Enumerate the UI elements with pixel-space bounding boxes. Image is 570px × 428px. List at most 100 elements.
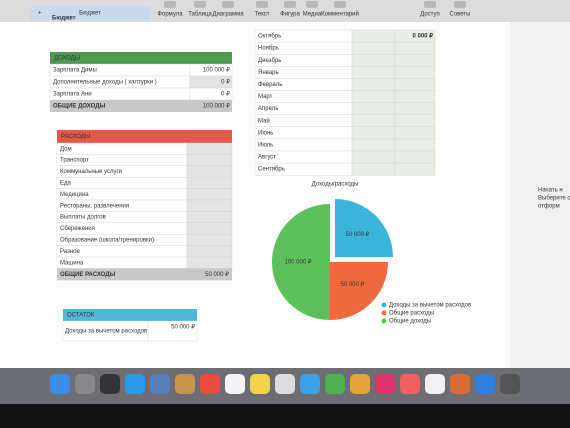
toolbar-button[interactable] <box>194 1 206 8</box>
expenses-total-label: ОБЩИЕ РАСХОДЫ <box>60 272 116 278</box>
balance-value: 50 000 ₽ <box>171 324 195 331</box>
legend-swatch <box>381 310 387 316</box>
toolbar-button[interactable] <box>424 1 436 8</box>
toolbar-label[interactable]: Формула <box>157 12 183 18</box>
cell <box>394 138 436 152</box>
cell <box>186 142 233 155</box>
cell <box>394 54 436 67</box>
toolbar-button[interactable] <box>164 1 176 8</box>
cell <box>186 176 233 189</box>
add-sheet[interactable]: + <box>38 11 42 17</box>
income-total <box>50 100 232 112</box>
cell <box>351 126 396 140</box>
income-label: Зарплата Димы <box>53 68 97 74</box>
toolbar-button[interactable] <box>284 1 296 8</box>
dock-icon[interactable] <box>475 374 495 394</box>
toolbar-label[interactable]: Доступ <box>420 12 440 18</box>
toolbar-button[interactable] <box>334 1 346 8</box>
tab-bg[interactable] <box>30 6 150 20</box>
month-value: 0 000 ₽ <box>413 33 434 40</box>
cell <box>351 162 396 176</box>
toolbar-label[interactable]: Таблица <box>188 12 212 18</box>
dock-icon[interactable] <box>200 374 220 394</box>
sidebar-text: Выберите объ <box>538 196 570 202</box>
toolbar-button[interactable] <box>256 1 268 8</box>
expenses-header <box>57 130 232 143</box>
toolbar-label[interactable]: Текст <box>254 12 269 18</box>
toolbar-label[interactable]: Диаграмма <box>212 12 244 18</box>
pie-slice <box>334 199 393 258</box>
month-label: Октябрь <box>258 34 281 40</box>
toolbar-button[interactable] <box>454 1 466 8</box>
legend-swatch <box>381 302 387 308</box>
cell <box>56 176 188 189</box>
income-header-label: ДОХОДЫ <box>54 56 80 62</box>
expenses-total <box>57 268 232 281</box>
dock-icon[interactable] <box>150 374 170 394</box>
expense-label: Дом <box>60 146 72 152</box>
expense-label: Машина <box>60 260 84 266</box>
dock-icon[interactable] <box>50 374 70 394</box>
dock-icon[interactable] <box>300 374 320 394</box>
dock-icon[interactable] <box>225 374 245 394</box>
dock-icon[interactable] <box>250 374 270 394</box>
cell <box>186 165 233 178</box>
expenses-total-value: 50 000 ₽ <box>205 271 229 278</box>
dock-icon[interactable] <box>375 374 395 394</box>
income-total-value: 100 000 ₽ <box>203 103 230 110</box>
month-label: Сентябрь <box>258 167 285 173</box>
dock-icon[interactable] <box>75 374 95 394</box>
cell <box>186 245 233 258</box>
month-label: Июль <box>258 143 273 149</box>
expense-label: Выплаты долгов <box>60 215 106 221</box>
cell <box>394 126 436 140</box>
income-header <box>50 52 232 64</box>
cell <box>351 90 396 103</box>
toolbar-label[interactable]: Советы <box>450 12 471 18</box>
dock-icon[interactable] <box>175 374 195 394</box>
dock-icon[interactable] <box>275 374 295 394</box>
cell <box>186 211 233 223</box>
sidebar-text: Начать н <box>538 188 563 194</box>
cell <box>56 142 188 155</box>
cell <box>186 256 233 269</box>
dock-icon[interactable] <box>125 374 145 394</box>
dock-icon[interactable] <box>100 374 120 394</box>
pie-label: 50 000 ₽ <box>346 231 370 238</box>
toolbar-label[interactable]: Фигура <box>280 12 300 18</box>
expense-label: Сбережения <box>60 226 95 232</box>
toolbar-label[interactable]: Комментарий <box>321 11 359 18</box>
income-value: 100 000 ₽ <box>203 67 230 74</box>
toolbar-button[interactable] <box>222 1 234 8</box>
legend-label: Общие расходы <box>389 311 434 317</box>
chart-title: Доходы/расходы <box>312 182 359 188</box>
cell <box>394 41 436 55</box>
tab-label[interactable]: Бюджет <box>79 11 101 17</box>
dock-icon[interactable] <box>425 374 445 394</box>
expense-label: Рестораны, развлечения <box>60 203 129 209</box>
expenses-header-label: РАСХОДЫ <box>61 134 90 140</box>
expense-label: Транспорт <box>60 158 89 164</box>
dock-icon[interactable] <box>350 374 370 394</box>
legend-label: Общие доходы <box>389 319 431 325</box>
dock-icons <box>50 374 520 394</box>
month-label: Май <box>258 117 270 124</box>
pie-label: 50 000 ₽ <box>341 281 365 288</box>
dock-icon[interactable] <box>500 374 520 394</box>
dock-icon[interactable] <box>450 374 470 394</box>
toolbar-button[interactable] <box>306 1 318 8</box>
expense-label: Разное <box>60 249 80 255</box>
cell <box>351 29 396 43</box>
cell <box>351 66 396 79</box>
dock-icon[interactable] <box>400 374 420 394</box>
month-label: Апрель <box>258 106 278 112</box>
cell <box>186 199 233 212</box>
cell <box>351 150 396 164</box>
cell <box>186 233 233 246</box>
income-value: 0 ₽ <box>221 91 230 98</box>
cell <box>351 78 396 91</box>
dock-icon[interactable] <box>325 374 345 394</box>
toolbar-label[interactable]: Медиа <box>303 12 322 18</box>
